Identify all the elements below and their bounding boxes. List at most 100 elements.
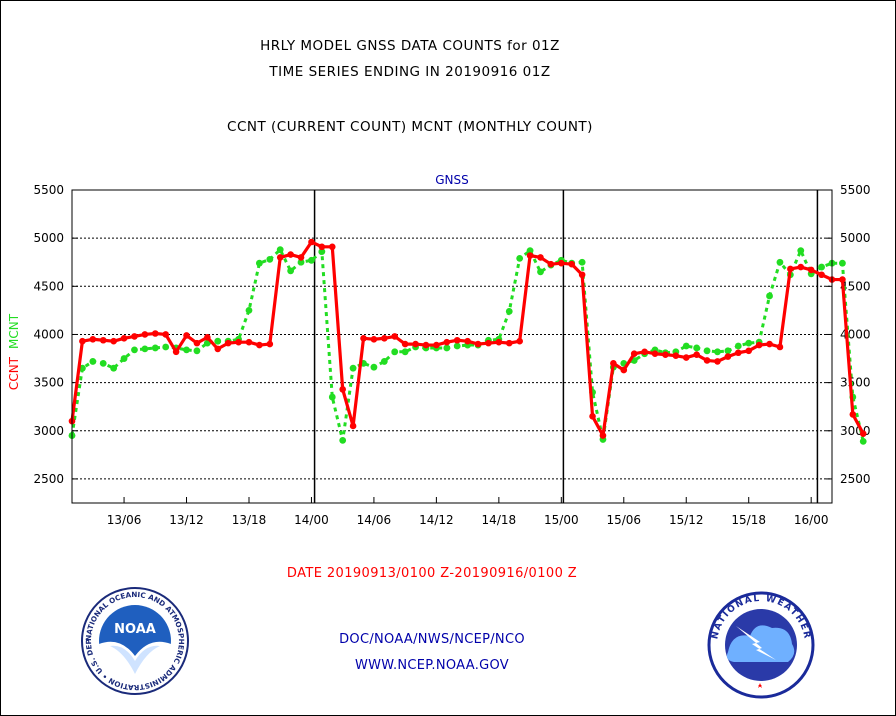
data-point-mcnt [328,393,336,401]
x-tick-label: 14/06 [357,513,392,527]
x-tick-label: 13/06 [107,513,142,527]
data-point-ccnt [349,422,357,430]
y-tick-label: 4500 [33,279,64,293]
data-point-mcnt [859,437,867,445]
x-tick-label: 14/12 [419,513,454,527]
data-point-ccnt [818,271,825,279]
data-point-mcnt [443,344,451,352]
x-tick-label: 15/12 [669,513,704,527]
chart-subtitle: CCNT (CURRENT COUNT) MCNT (MONTHLY COUNT… [227,119,593,135]
data-point-ccnt [370,335,378,343]
data-point-ccnt [599,432,607,439]
noaa-logo: NATIONAL OCEANIC AND ATMOSPHERIC ADMINIS… [80,586,189,695]
data-point-mcnt [297,258,305,266]
data-point-mcnt [776,258,784,266]
data-point-mcnt [183,346,190,354]
svg-text:CCNTMCNT: CCNT MCNT [7,313,21,390]
data-point-mcnt [745,339,753,347]
data-point-mcnt [693,344,701,352]
y-tick-labels-left: 2500 3000 3500 4000 4500 5000 5500 [33,183,64,486]
data-point-mcnt [141,345,149,353]
data-point-ccnt [735,349,742,357]
data-point-mcnt [453,342,461,350]
data-point-mcnt [151,344,159,352]
y-axis-label: CCNT MCNT [7,313,21,390]
series-line-mcnt [70,248,865,442]
series-lines [68,238,867,445]
x-tick-label: 13/18 [232,513,267,527]
data-point-mcnt [391,348,399,356]
data-point-mcnt [245,306,253,314]
data-point-ccnt [797,263,805,271]
data-point-ccnt [151,330,159,337]
data-point-ccnt [589,413,596,420]
data-point-ccnt [787,265,794,273]
data-point-ccnt [204,334,211,341]
data-point-ccnt [505,339,513,347]
data-point-ccnt [724,353,732,360]
data-point-mcnt [516,254,524,262]
data-point-ccnt [89,335,97,343]
data-point-ccnt [120,335,128,342]
x-tick-label: 15/00 [544,513,579,527]
data-point-ccnt [360,335,367,342]
data-point-ccnt [131,333,138,340]
data-point-ccnt [453,336,461,344]
data-point-ccnt [630,350,638,358]
data-point-mcnt [287,267,295,275]
data-point-mcnt [724,347,732,355]
data-point-ccnt [235,338,242,346]
data-point-ccnt [641,348,648,356]
data-point-mcnt [99,359,107,367]
x-tick-label: 15/06 [606,513,641,527]
data-point-ccnt [682,354,690,361]
y-tick-label-right: 3500 [840,376,871,390]
data-point-mcnt [266,255,274,263]
data-point-ccnt [776,343,784,351]
data-point-mcnt [318,248,326,256]
y-tick-label: 5500 [33,183,64,197]
data-point-mcnt [818,263,825,271]
x-tick-label: 13/12 [169,513,204,527]
data-point-ccnt [141,331,149,338]
x-tick-label: 14/18 [482,513,517,527]
data-point-mcnt [703,347,711,355]
data-point-ccnt [401,340,409,348]
data-point-mcnt [308,256,315,264]
data-point-ccnt [224,339,232,347]
data-point-ccnt [495,338,503,346]
data-point-ccnt [172,348,180,356]
data-point-ccnt [620,366,628,374]
data-point-mcnt [255,259,263,267]
data-point-mcnt [120,355,128,362]
line-chart: GNSS CCNT MCNT 2500 3000 3500 4000 4500 5000 55… [7,173,871,527]
data-point-ccnt [99,336,107,344]
data-point-mcnt [339,437,347,444]
data-point-mcnt [839,259,846,267]
data-point-ccnt [672,352,680,359]
data-point-ccnt [245,338,253,346]
y-label-ccnt: CCNT [7,356,21,390]
x-tick-label: 15/18 [731,513,766,527]
data-point-mcnt [162,343,170,351]
data-point-ccnt [214,345,222,353]
footer-url[interactable]: WWW.NCEP.NOAA.GOV [354,658,510,673]
data-point-ccnt [110,337,117,345]
data-point-ccnt [547,260,555,268]
data-point-mcnt [401,348,409,356]
data-point-mcnt [370,363,378,371]
data-point-ccnt [714,358,721,365]
data-point-mcnt [578,258,586,266]
plot-area [71,189,833,504]
data-point-ccnt [693,351,700,358]
y-tick-label: 3000 [33,424,64,438]
data-point-mcnt [131,346,138,354]
data-point-ccnt [755,341,763,349]
data-point-ccnt [266,340,274,348]
plot-title: GNSS [435,173,469,187]
data-point-ccnt [79,337,86,345]
data-point-mcnt [766,292,773,300]
data-point-mcnt [714,348,721,356]
data-point-ccnt [578,271,586,279]
data-point-mcnt [797,247,805,255]
